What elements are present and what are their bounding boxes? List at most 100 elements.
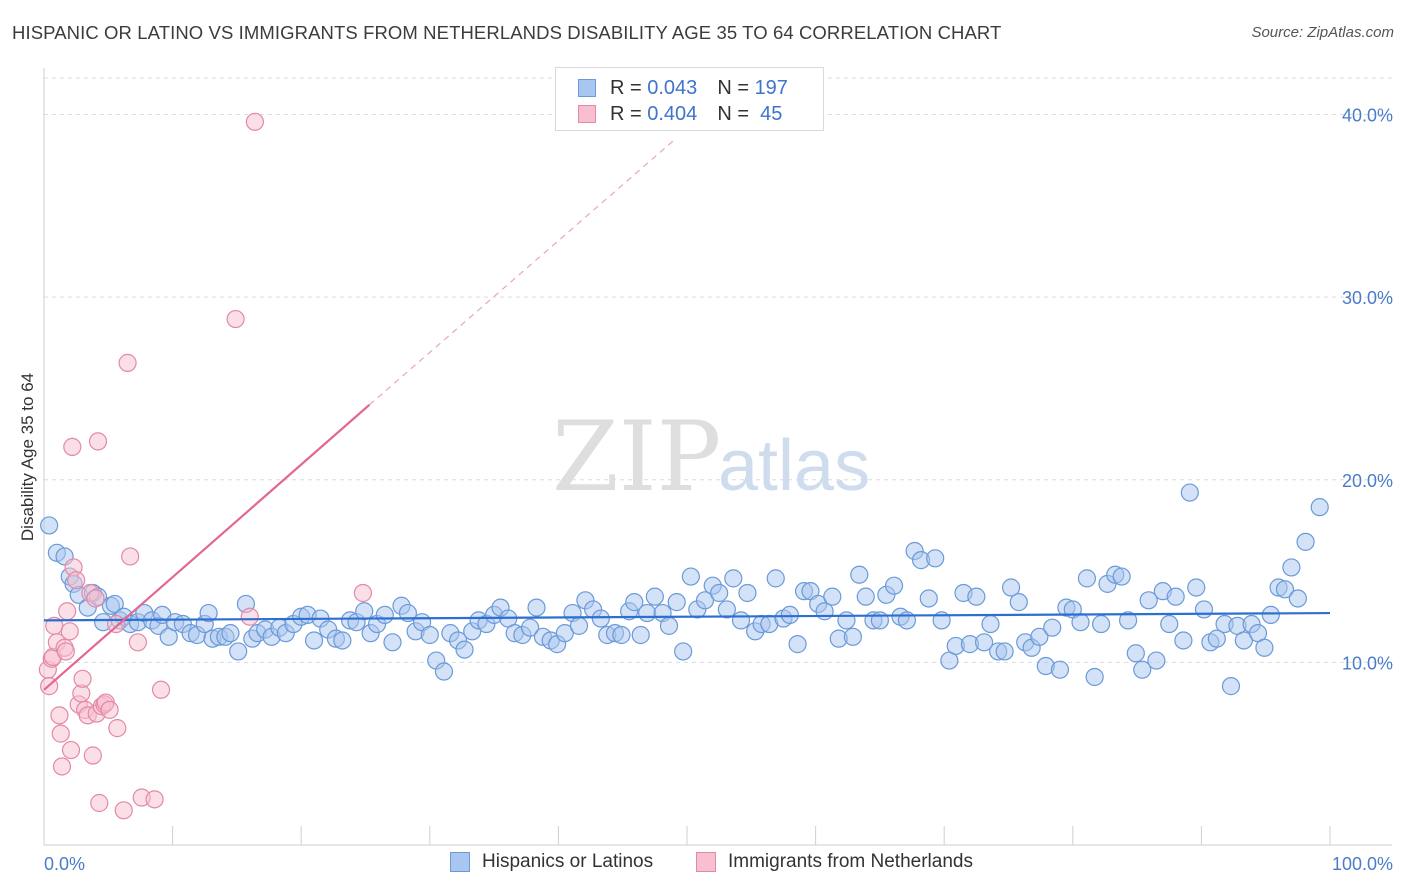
x-tick-labels: 0.0% 100.0% <box>44 854 1393 874</box>
hispanics-point <box>837 611 856 630</box>
hispanics-point <box>1207 629 1226 648</box>
hispanics-point <box>1001 578 1021 597</box>
hispanics-point <box>1147 651 1166 670</box>
netherlands-point <box>86 589 105 608</box>
hispanics-point <box>1261 605 1280 625</box>
hispanics-point <box>981 614 1000 634</box>
hispanics-point <box>1296 532 1315 551</box>
correlation-legend: R = 0.043 N = 197 R = 0.404 N = 45 <box>555 67 824 131</box>
hispanics-point <box>1288 589 1307 608</box>
hispanics-point <box>843 627 862 646</box>
hispanics-point <box>1077 569 1097 588</box>
hispanics-point <box>1194 600 1214 619</box>
hispanics-point <box>569 616 589 635</box>
legend-r-value: 0.404 <box>647 102 698 125</box>
y-tick-label: 40.0% <box>1342 106 1393 126</box>
hispanics-point <box>1187 578 1206 597</box>
netherlands-trend-line <box>43 404 371 691</box>
hispanics-point <box>1050 660 1070 679</box>
hispanics-point <box>304 631 324 650</box>
hispanics-point <box>631 625 650 645</box>
hispanics-point <box>926 549 945 568</box>
bottom-legend-swatch-blue <box>450 852 470 872</box>
netherlands-point <box>240 607 259 626</box>
netherlands-point <box>61 740 81 760</box>
hispanics-point <box>674 642 693 661</box>
hispanics-trend-line <box>43 611 1331 622</box>
hispanics-point <box>527 598 546 617</box>
netherlands-point <box>245 112 265 131</box>
hispanics-point <box>1234 631 1253 650</box>
hispanics-point <box>856 587 875 606</box>
hispanics-point <box>1071 613 1090 632</box>
hispanics-point <box>780 605 799 625</box>
hispanics-point <box>199 603 218 623</box>
hispanics-point <box>1310 498 1329 517</box>
hispanics-point <box>717 600 736 619</box>
netherlands-point <box>106 614 126 634</box>
hispanics-point <box>1118 611 1138 630</box>
netherlands-point <box>353 583 373 603</box>
hispanics-point <box>1180 483 1199 502</box>
hispanics-point <box>731 611 751 630</box>
x-tick-label-min: 0.0% <box>44 854 85 874</box>
legend-n-value: 197 <box>754 76 788 99</box>
y-tick-label: 20.0% <box>1342 471 1393 491</box>
series-hispanics-points <box>40 483 1329 696</box>
hispanics-point <box>870 611 890 630</box>
netherlands-point <box>73 669 92 688</box>
netherlands-point <box>90 793 109 813</box>
netherlands-point <box>88 432 108 451</box>
hispanics-point <box>105 594 124 614</box>
netherlands-point <box>67 571 86 590</box>
netherlands-point <box>63 437 82 456</box>
netherlands-point <box>51 724 70 743</box>
chart-title: HISPANIC OR LATINO VS IMMIGRANTS FROM NE… <box>12 22 1002 43</box>
legend-r-label: R = <box>610 76 642 99</box>
hispanics-point <box>645 587 664 606</box>
hispanics-point <box>625 593 644 612</box>
hispanics-point <box>383 633 402 652</box>
hispanics-point <box>1126 644 1145 663</box>
hispanics-point <box>681 567 700 586</box>
hispanics-point <box>1030 627 1049 646</box>
hispanics-point <box>591 609 610 628</box>
hispanics-point <box>375 605 394 625</box>
hispanics-point <box>974 633 994 652</box>
hispanics-point <box>1160 614 1179 634</box>
legend-n-label: N = <box>717 76 749 99</box>
hispanics-point <box>724 569 743 588</box>
bottom-legend-label: Hispanics or Latinos <box>482 851 654 872</box>
hispanics-point <box>333 631 352 650</box>
hispanics-point <box>1112 567 1131 586</box>
hispanics-point <box>766 569 785 588</box>
hispanics-point <box>1174 631 1193 650</box>
netherlands-point <box>118 353 137 372</box>
watermark-atlas: atlas <box>718 426 870 506</box>
bottom-legend-label: Immigrants from Netherlands <box>728 851 973 872</box>
bottom-legend-swatch-pink <box>696 852 716 872</box>
hispanics-point <box>710 583 729 603</box>
series-netherlands-points <box>38 112 373 820</box>
watermark-zip: ZIP <box>552 401 721 513</box>
hispanics-point <box>1166 587 1185 606</box>
bottom-legend-netherlands: Immigrants from Netherlands <box>696 851 973 873</box>
legend-n-label: N = <box>717 102 749 125</box>
axes <box>43 68 1392 846</box>
netherlands-point <box>108 719 127 738</box>
hispanics-point <box>229 642 248 661</box>
hispanics-point <box>1133 660 1152 679</box>
legend-row-netherlands: R = 0.404 N = 45 <box>578 101 782 127</box>
hispanics-point <box>667 593 686 612</box>
hispanics-point <box>355 602 374 621</box>
legend-n-value: 45 <box>760 102 783 125</box>
netherlands-point <box>121 547 140 566</box>
netherlands-point <box>60 622 79 641</box>
hispanics-point <box>1221 677 1241 696</box>
hispanics-point <box>434 662 454 681</box>
hispanics-point <box>555 624 574 643</box>
hispanics-point <box>659 616 679 635</box>
netherlands-point <box>128 633 147 652</box>
netherlands-point <box>151 680 171 699</box>
